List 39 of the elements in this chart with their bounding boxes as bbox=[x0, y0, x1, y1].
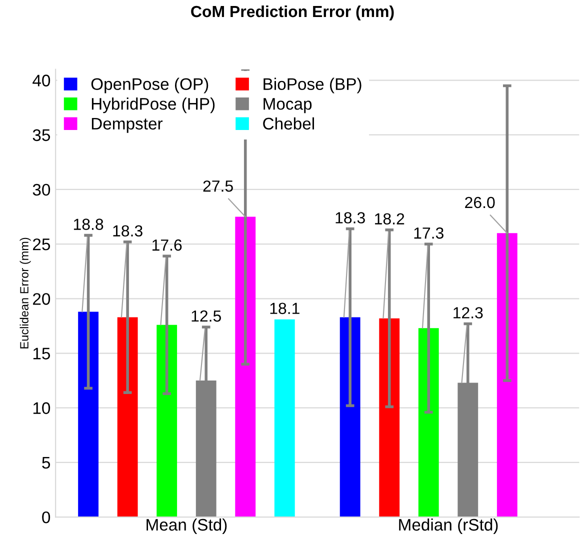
data-label: 18.8 bbox=[74, 218, 104, 230]
bar bbox=[117, 317, 138, 518]
bar bbox=[274, 319, 295, 518]
data-label: 17.6 bbox=[152, 239, 182, 251]
data-label: 12.3 bbox=[454, 307, 483, 318]
y-tick-label: 20 bbox=[33, 293, 50, 305]
data-label: 17.3 bbox=[414, 227, 444, 239]
bar bbox=[78, 312, 99, 518]
bar bbox=[379, 318, 400, 518]
y-tick-label: 40 bbox=[32, 74, 50, 86]
chart-title: CoM Prediction Error (mm) bbox=[191, 5, 394, 20]
y-tick-label: 5 bbox=[42, 457, 50, 469]
data-label: 18.2 bbox=[375, 213, 404, 225]
legend-label: HybridPose (HP) bbox=[92, 98, 215, 114]
data-label: 18.3 bbox=[113, 225, 142, 237]
y-tick-label: 35 bbox=[32, 129, 50, 142]
data-label: 26.0 bbox=[465, 196, 495, 208]
legend-label: OpenPose (OP) bbox=[91, 78, 208, 94]
y-tick-label: 15 bbox=[33, 348, 50, 360]
legend-label: Dempster bbox=[92, 118, 163, 133]
y-tick-label: 30 bbox=[32, 184, 50, 196]
data-label: 18.1 bbox=[270, 302, 300, 314]
data-label: 27.5 bbox=[203, 180, 233, 192]
legend-label: Chebel bbox=[263, 117, 314, 130]
y-tick-label: 10 bbox=[33, 402, 50, 414]
y-axis-title: Euclidean Error (mm) bbox=[20, 238, 31, 348]
y-tick-label: 0 bbox=[42, 511, 50, 524]
bar bbox=[156, 324, 178, 518]
bar bbox=[418, 328, 439, 518]
legend-label: Mocap bbox=[264, 98, 312, 114]
x-tick-label: Median (rStd) bbox=[399, 518, 498, 534]
x-tick-label: Mean (Std) bbox=[146, 518, 227, 534]
bar bbox=[340, 317, 360, 518]
data-label: 12.5 bbox=[192, 310, 221, 322]
y-tick-label: 25 bbox=[33, 238, 50, 250]
legend-label: BioPose (BP) bbox=[264, 78, 362, 94]
data-label: 18.3 bbox=[336, 212, 365, 224]
bar bbox=[496, 233, 518, 518]
bar bbox=[235, 216, 256, 518]
